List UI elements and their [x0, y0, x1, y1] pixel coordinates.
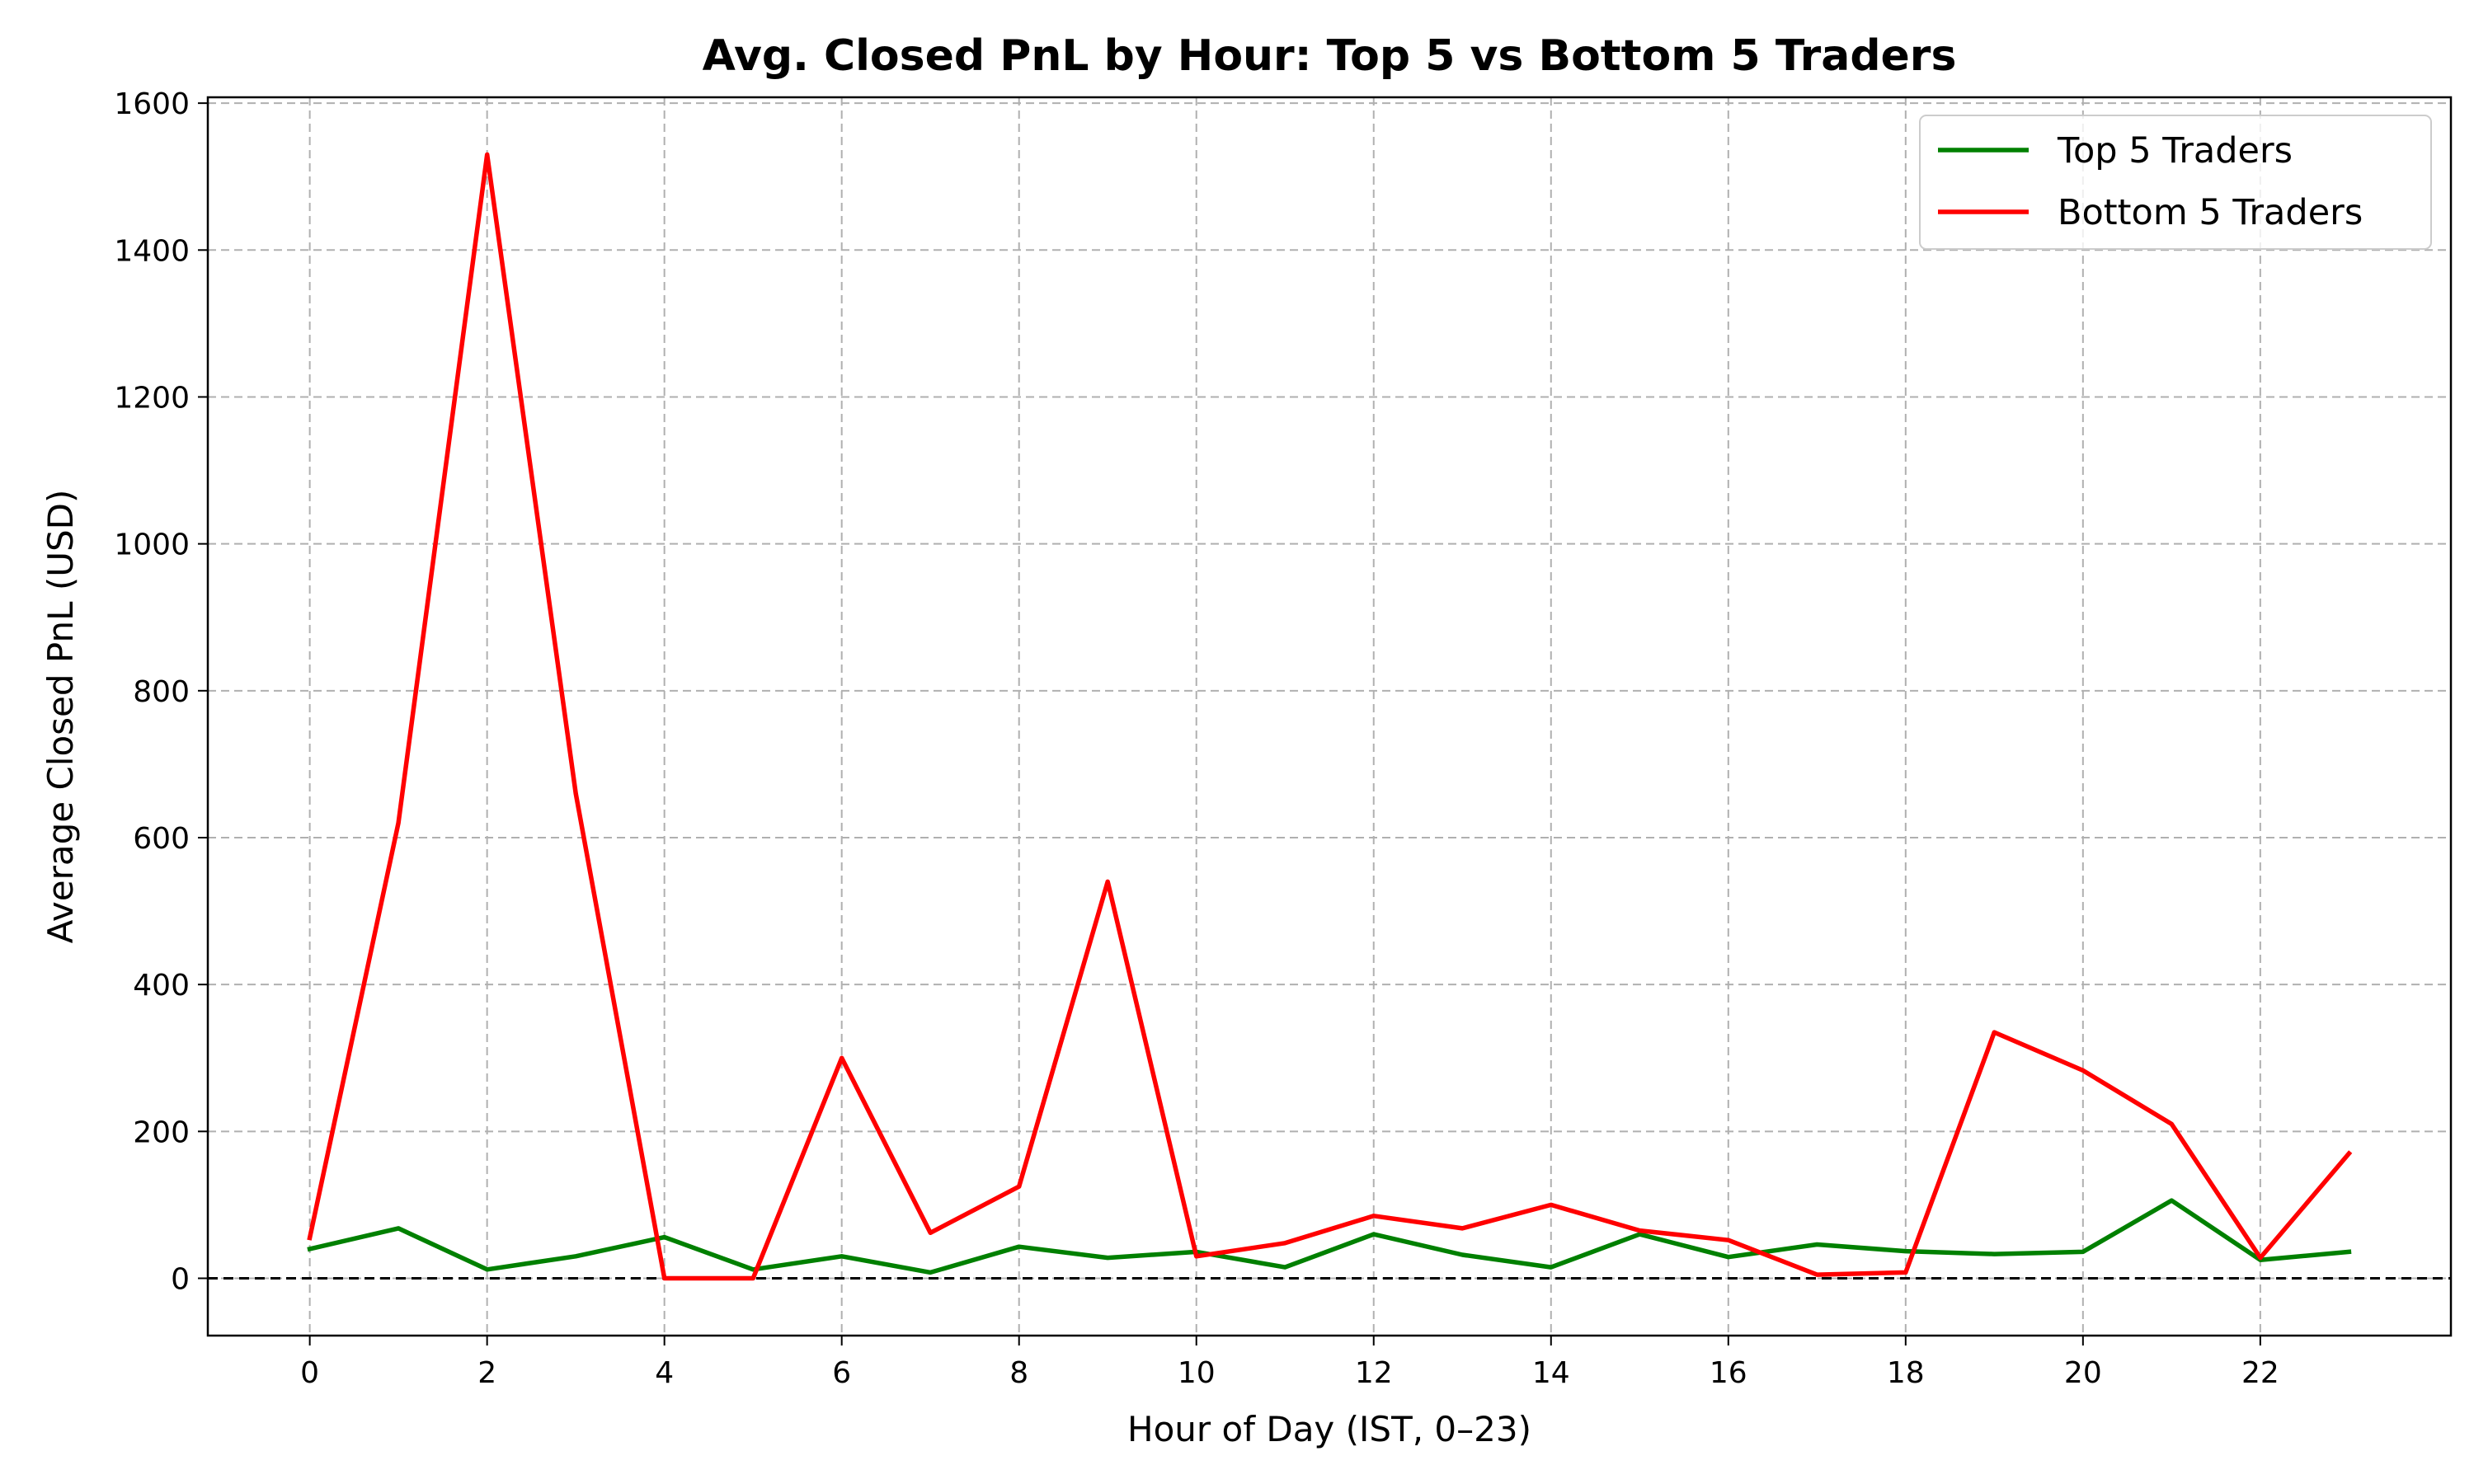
y-axis-ticks: 0 200 400 600 800 1000 1200 1400 1600 — [114, 87, 208, 1297]
x-tick-label: 0 — [300, 1356, 319, 1390]
series-line-1 — [307, 152, 2353, 1281]
y-tick-label: 1400 — [114, 234, 190, 268]
grid — [208, 97, 2451, 1336]
x-tick-label: 8 — [1009, 1356, 1028, 1390]
y-tick-label: 1000 — [114, 528, 190, 562]
x-tick-label: 16 — [1710, 1356, 1747, 1390]
x-tick-label: 6 — [832, 1356, 851, 1390]
x-tick-label: 18 — [1887, 1356, 1925, 1390]
plot-frame — [206, 96, 2453, 1337]
y-tick-label: 600 — [133, 822, 190, 856]
x-tick-label: 20 — [2064, 1356, 2102, 1390]
x-tick-label: 4 — [655, 1356, 674, 1390]
x-tick-label: 14 — [1532, 1356, 1570, 1390]
legend-label-1: Bottom 5 Traders — [2058, 192, 2363, 233]
y-tick-label: 1600 — [114, 87, 190, 121]
y-tick-label: 400 — [133, 969, 190, 1003]
chart-title: Avg. Closed PnL by Hour: Top 5 vs Bottom… — [703, 31, 1957, 81]
series-line-0 — [307, 1198, 2352, 1275]
series-group — [307, 152, 2353, 1281]
y-tick-label: 200 — [133, 1115, 190, 1149]
legend: Top 5 Traders Bottom 5 Traders — [1919, 115, 2432, 250]
x-tick-label: 2 — [477, 1356, 496, 1390]
y-tick-label: 800 — [133, 675, 190, 709]
legend-box — [1919, 115, 2432, 250]
y-tick-label: 1200 — [114, 381, 190, 415]
x-axis-ticks: 0 2 4 6 8 10 12 14 16 18 20 22 — [300, 1336, 2279, 1390]
x-tick-label: 10 — [1178, 1356, 1216, 1390]
x-axis-label: Hour of Day (IST, 0–23) — [1127, 1409, 1531, 1449]
y-tick-label: 0 — [171, 1263, 190, 1297]
y-axis-label: Average Closed PnL (USD) — [40, 490, 81, 944]
x-tick-label: 12 — [1355, 1356, 1393, 1390]
x-tick-label: 22 — [2241, 1356, 2279, 1390]
legend-label-0: Top 5 Traders — [2057, 130, 2293, 171]
